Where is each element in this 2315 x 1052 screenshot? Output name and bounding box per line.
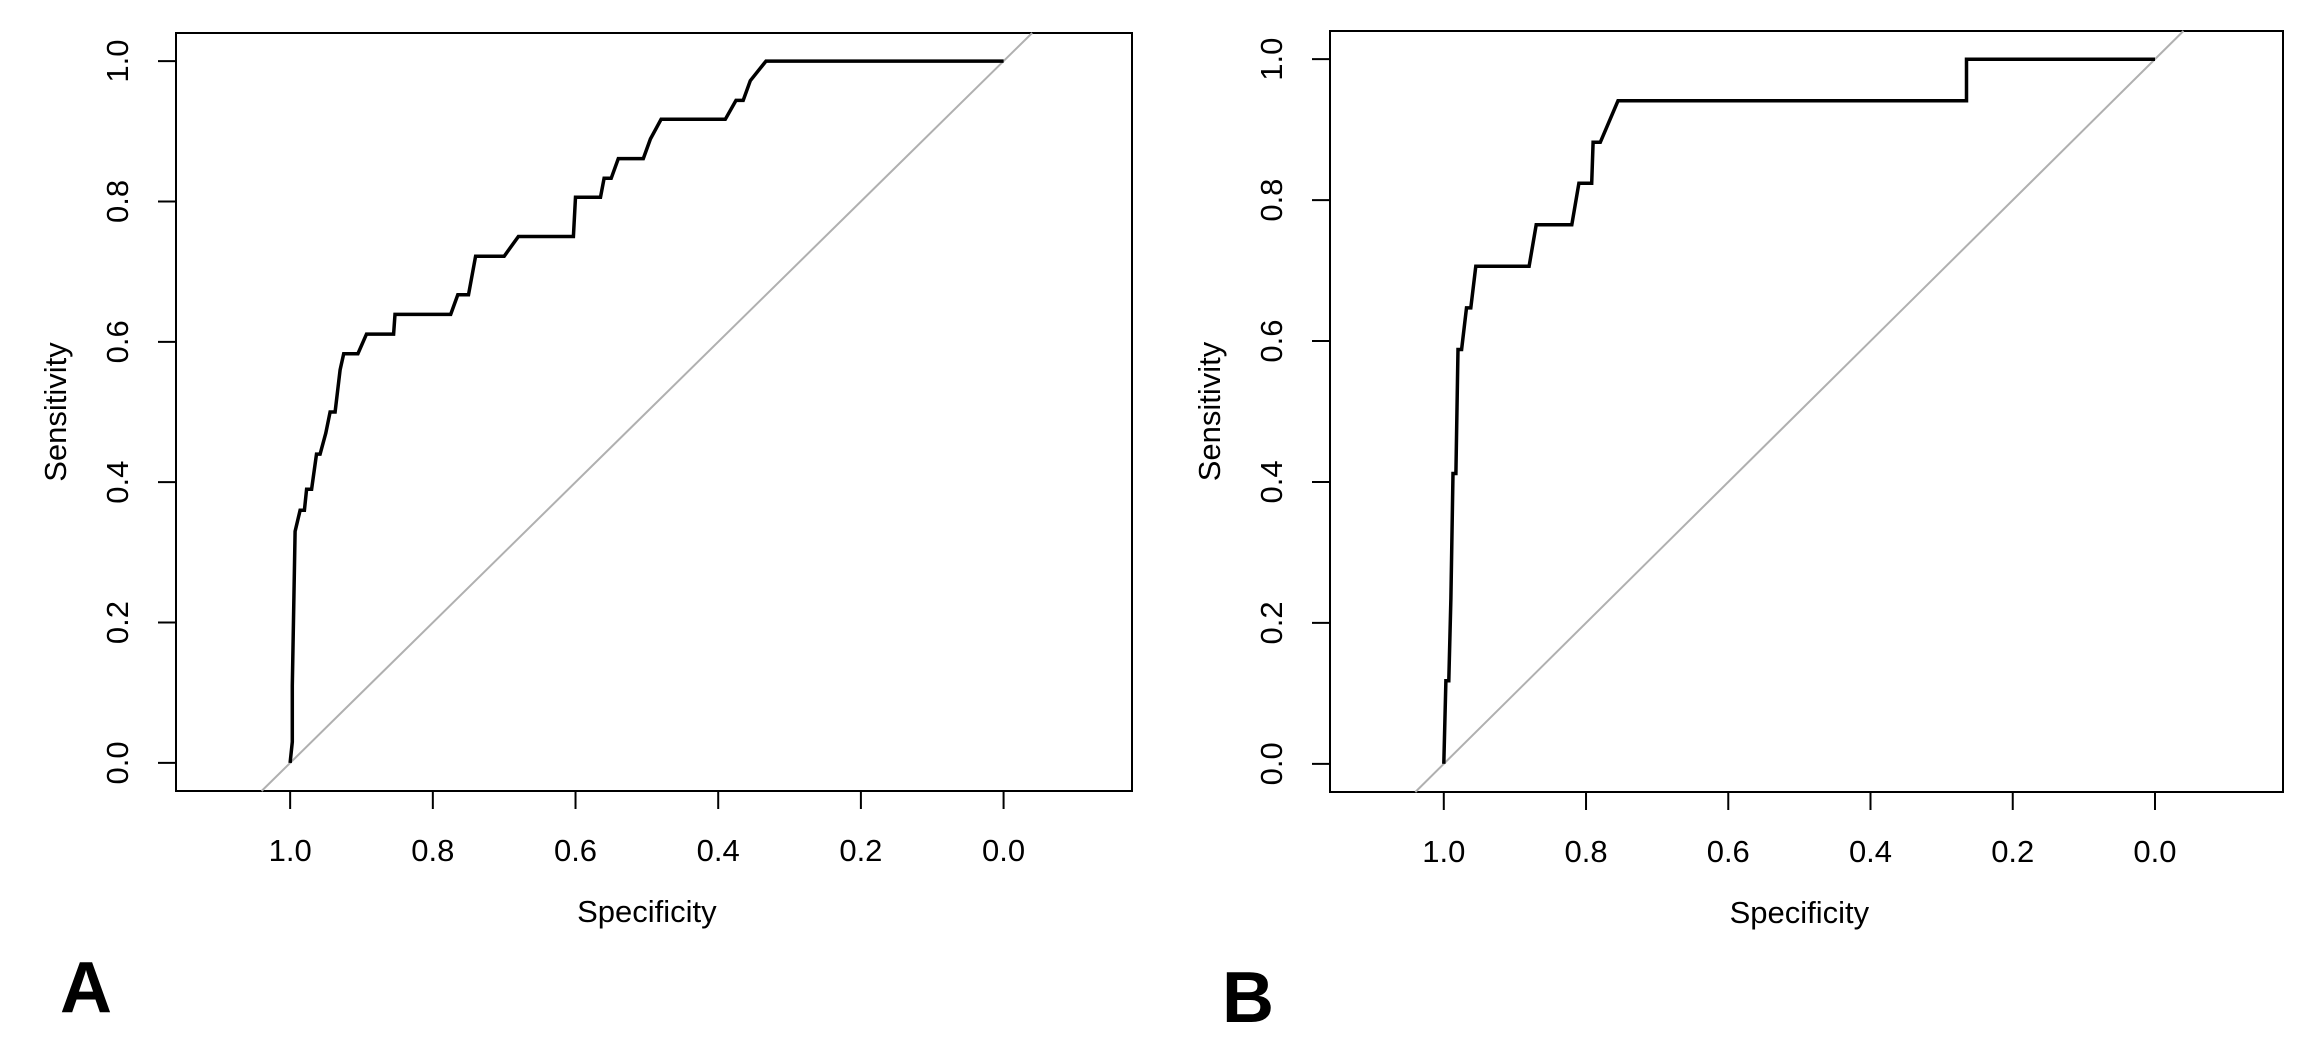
x-tick-label: 0.8 (1564, 834, 1607, 869)
panel-b-reference-diagonal (1414, 30, 2185, 793)
panel-b-roc-chart: 1.0 0.8 0.6 0.4 0.2 0.0 0.0 0.2 0.4 0.6 0.8 1.0 Sp… (1192, 30, 2284, 1038)
panel-a-roc-curve (288, 59, 1004, 764)
panel-b-x-axis-title: Specificity (1730, 895, 1870, 930)
y-tick-label: 0.4 (1254, 460, 1289, 503)
x-tick-label: 1.0 (269, 833, 312, 868)
panel-a-reference-diagonal (260, 32, 1033, 792)
x-tick-label: 0.4 (1849, 834, 1892, 869)
y-tick-label: 0.0 (100, 741, 135, 784)
y-tick-label: 0.6 (1254, 319, 1289, 362)
x-tick-label: 1.0 (1422, 834, 1465, 869)
x-tick-label: 0.8 (411, 833, 454, 868)
panel-b-y-axis: 0.0 0.2 0.4 0.6 0.8 1.0 (1254, 38, 1330, 785)
panel-a-x-axis-title: Specificity (577, 894, 717, 929)
y-tick-label: 0.2 (1254, 601, 1289, 644)
y-tick-label: 1.0 (100, 40, 135, 83)
panel-b-label: B (1222, 958, 1274, 1038)
panel-a-roc-chart: 1.0 0.8 0.6 0.4 0.2 0.0 0.0 0.2 0.4 0.6 0.8 1.0 Sp… (38, 32, 1133, 1028)
panel-a-y-axis-title: Sensitivity (38, 342, 73, 482)
y-tick-label: 1.0 (1254, 38, 1289, 81)
x-tick-label: 0.0 (2133, 834, 2176, 869)
panel-b-plot-frame (1329, 30, 2284, 793)
x-tick-label: 0.6 (554, 833, 597, 868)
y-tick-label: 0.6 (100, 320, 135, 363)
y-tick-label: 0.4 (100, 461, 135, 504)
y-tick-label: 0.2 (100, 601, 135, 644)
y-tick-label: 0.8 (100, 180, 135, 223)
panel-a-label: A (60, 948, 112, 1028)
x-tick-label: 0.2 (839, 833, 882, 868)
panel-a-y-axis: 0.0 0.2 0.4 0.6 0.8 1.0 (100, 40, 176, 784)
x-tick-label: 0.0 (982, 833, 1025, 868)
y-tick-label: 0.8 (1254, 179, 1289, 222)
panel-a-plot-frame (175, 32, 1133, 792)
panel-b-x-axis: 1.0 0.8 0.6 0.4 0.2 0.0 (1422, 792, 2177, 869)
x-tick-label: 0.2 (1991, 834, 2034, 869)
y-tick-label: 0.0 (1254, 742, 1289, 785)
x-tick-label: 0.6 (1707, 834, 1750, 869)
panel-a-x-axis: 1.0 0.8 0.6 0.4 0.2 0.0 (269, 791, 1025, 868)
panel-b-y-axis-title: Sensitivity (1192, 341, 1227, 481)
panel-b-roc-curve (1442, 57, 2155, 764)
x-tick-label: 0.4 (697, 833, 740, 868)
